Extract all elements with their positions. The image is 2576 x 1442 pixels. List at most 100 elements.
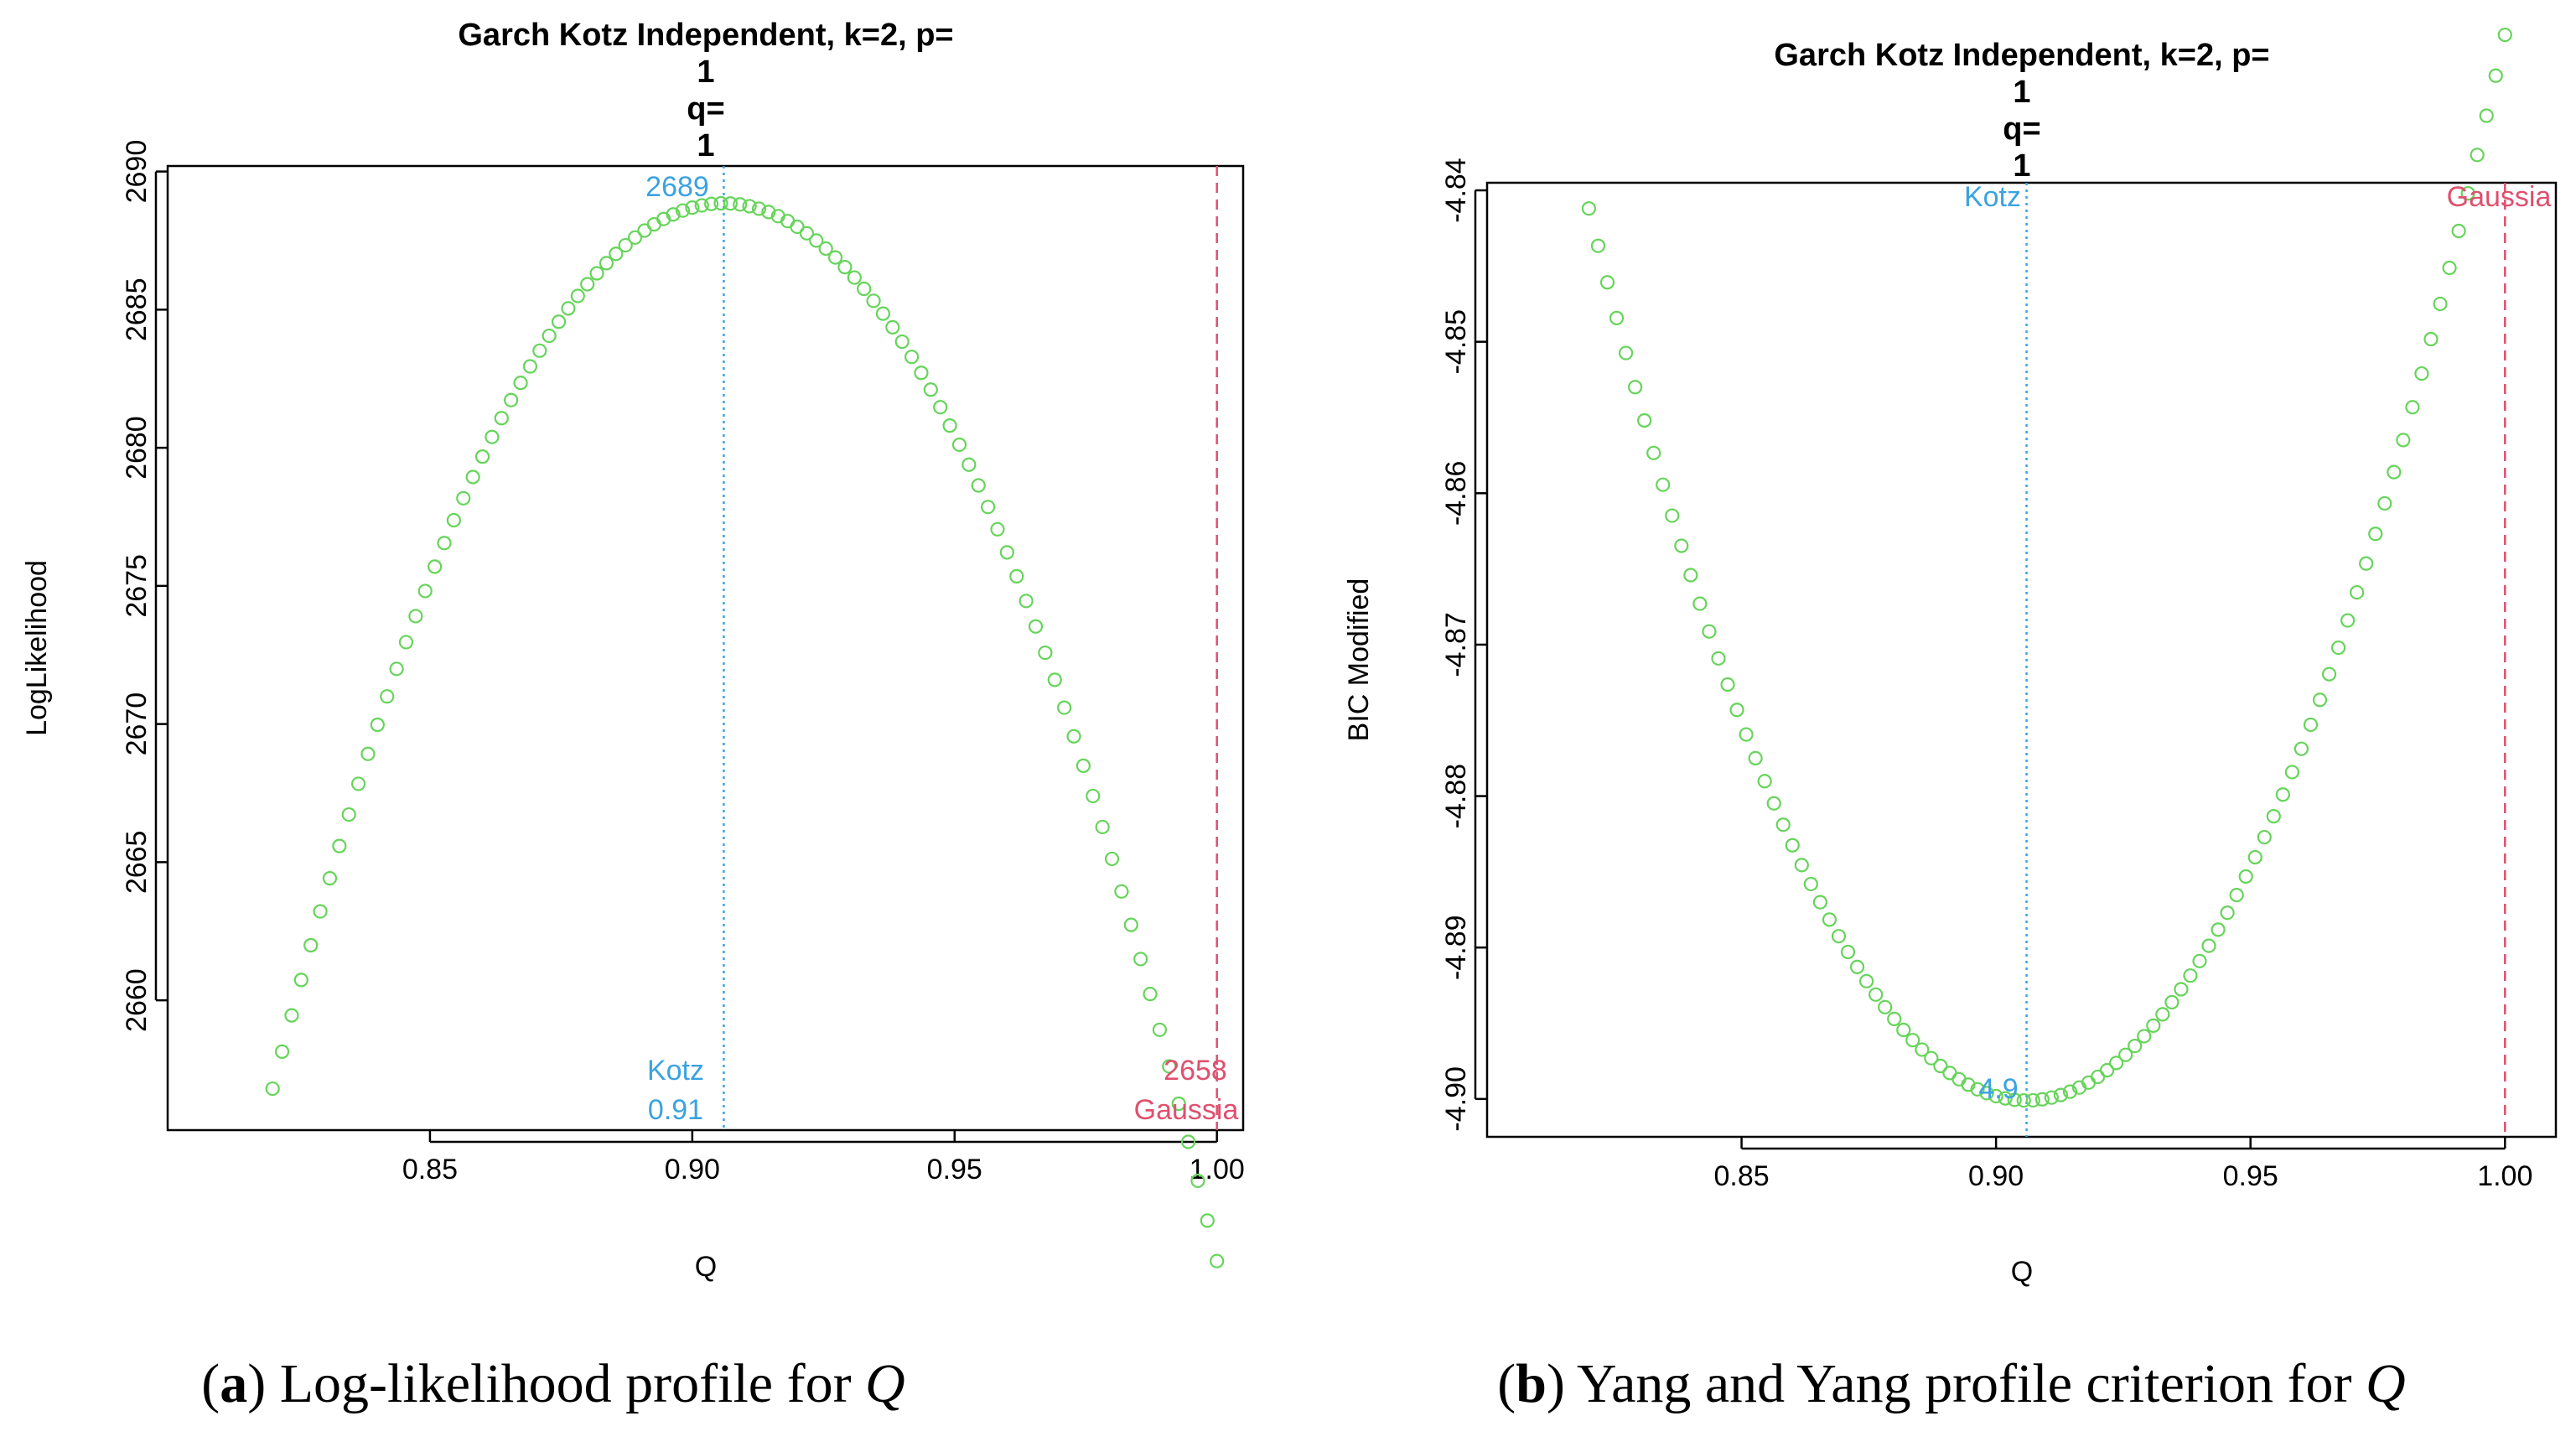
data-point — [1143, 987, 1158, 1002]
data-point — [675, 203, 691, 218]
data-point — [599, 256, 614, 271]
panel-a-x-axis-label: Q — [695, 1251, 717, 1283]
data-point — [2442, 260, 2457, 276]
panel-a-kotz-q-value: 0.91 — [648, 1094, 703, 1126]
data-point — [1979, 1086, 1994, 1101]
data-point — [866, 293, 881, 309]
data-point — [827, 250, 843, 265]
data-point — [437, 536, 452, 551]
data-point — [2183, 968, 2198, 983]
data-point — [942, 418, 957, 433]
data-point — [2025, 1092, 2040, 1108]
data-point — [474, 449, 490, 464]
data-point — [303, 937, 319, 953]
data-point — [2201, 938, 2216, 953]
panel-b-title-line-3: q= — [2003, 112, 2040, 147]
data-point — [522, 359, 538, 374]
data-point — [360, 746, 376, 761]
data-point — [1998, 1091, 2013, 1106]
data-point — [274, 1044, 290, 1059]
data-point — [551, 314, 567, 329]
data-point — [1210, 1253, 1225, 1268]
data-point — [513, 376, 528, 391]
data-point — [1822, 912, 1837, 927]
data-point — [2433, 296, 2448, 312]
data-point — [1915, 1042, 1930, 1057]
data-point — [990, 521, 1005, 537]
panel-a-title-line-2: 1 — [697, 54, 714, 90]
data-point — [790, 219, 805, 235]
data-point — [1075, 758, 1091, 773]
caption-a-symbol: Q — [865, 1353, 905, 1414]
data-point — [561, 301, 576, 316]
data-point — [350, 776, 366, 791]
data-point — [2414, 366, 2429, 381]
y-tick-label: 2665 — [121, 831, 153, 895]
data-point — [2303, 717, 2319, 733]
data-point — [2137, 1029, 2152, 1044]
panel-b-plot-frame — [1485, 181, 2558, 1139]
data-point — [1711, 651, 1726, 666]
data-point — [542, 328, 557, 344]
panel-a-x-axis: 0.85 0.90 0.95 1.00 — [402, 1130, 1245, 1185]
data-point — [751, 201, 767, 216]
data-point — [313, 904, 328, 919]
data-point — [2488, 68, 2503, 83]
data-point — [1581, 201, 1597, 216]
data-point — [2164, 994, 2179, 1010]
data-point — [704, 196, 719, 211]
data-point — [1924, 1050, 1939, 1066]
panel-b-x-axis-label: Q — [2011, 1256, 2033, 1288]
y-tick-label: 2675 — [121, 554, 153, 618]
data-point — [2229, 888, 2244, 903]
y-tick-label: 2670 — [121, 692, 153, 756]
panel-a-y-axis: 2660 2665 2670 2675 2680 2685 2690 — [121, 140, 168, 1032]
data-point — [428, 559, 443, 574]
data-point — [1123, 917, 1138, 932]
data-point — [1942, 1066, 1957, 1081]
data-point — [1628, 380, 1643, 395]
data-point — [914, 366, 929, 381]
data-point — [2257, 829, 2272, 845]
panel-a-title-line-1: Garch Kotz Independent, k=2, p= — [458, 18, 953, 53]
x-tick-label: 0.90 — [665, 1154, 720, 1185]
data-point — [2192, 953, 2207, 968]
panel-a-gaussian-value: 2658 — [1164, 1055, 1227, 1087]
data-point — [1133, 952, 1148, 967]
data-point — [981, 500, 996, 515]
data-point — [857, 281, 872, 297]
data-point — [2387, 464, 2402, 480]
data-point — [570, 288, 585, 303]
data-point — [2340, 613, 2356, 628]
data-point — [875, 306, 891, 321]
panel-b: Garch Kotz Independent, k=2, p= 1 q= 1 0… — [1343, 27, 2558, 1288]
data-point — [1878, 999, 1893, 1014]
panel-a-kotz-label: Kotz — [647, 1055, 704, 1087]
data-point — [2090, 1069, 2106, 1085]
data-point — [2220, 905, 2235, 921]
data-point — [1009, 568, 1024, 584]
data-point — [2350, 584, 2365, 600]
data-point — [265, 1081, 280, 1097]
data-point — [2100, 1063, 2115, 1078]
x-tick-label: 1.00 — [2477, 1160, 2532, 1192]
data-point — [408, 609, 423, 624]
data-point — [1018, 594, 1034, 609]
data-point — [1812, 895, 1828, 910]
data-point — [485, 429, 500, 444]
data-point — [2155, 1007, 2170, 1022]
panel-a-title-line-3: q= — [687, 91, 724, 127]
panel-a-title-line-4: 1 — [697, 128, 714, 163]
data-point — [1785, 838, 1800, 853]
data-point — [1104, 851, 1120, 867]
data-point — [713, 195, 728, 211]
caption-b-prefix: ( — [1497, 1353, 1516, 1414]
data-point — [1729, 703, 1744, 718]
panel-b-points — [1581, 27, 2512, 1108]
data-point — [1849, 959, 1865, 974]
data-point — [847, 270, 862, 285]
data-point — [1803, 876, 1818, 892]
data-point — [723, 196, 738, 211]
panel-b-y-axis-label: BIC Modified — [1343, 578, 1375, 742]
data-point — [2470, 148, 2485, 163]
